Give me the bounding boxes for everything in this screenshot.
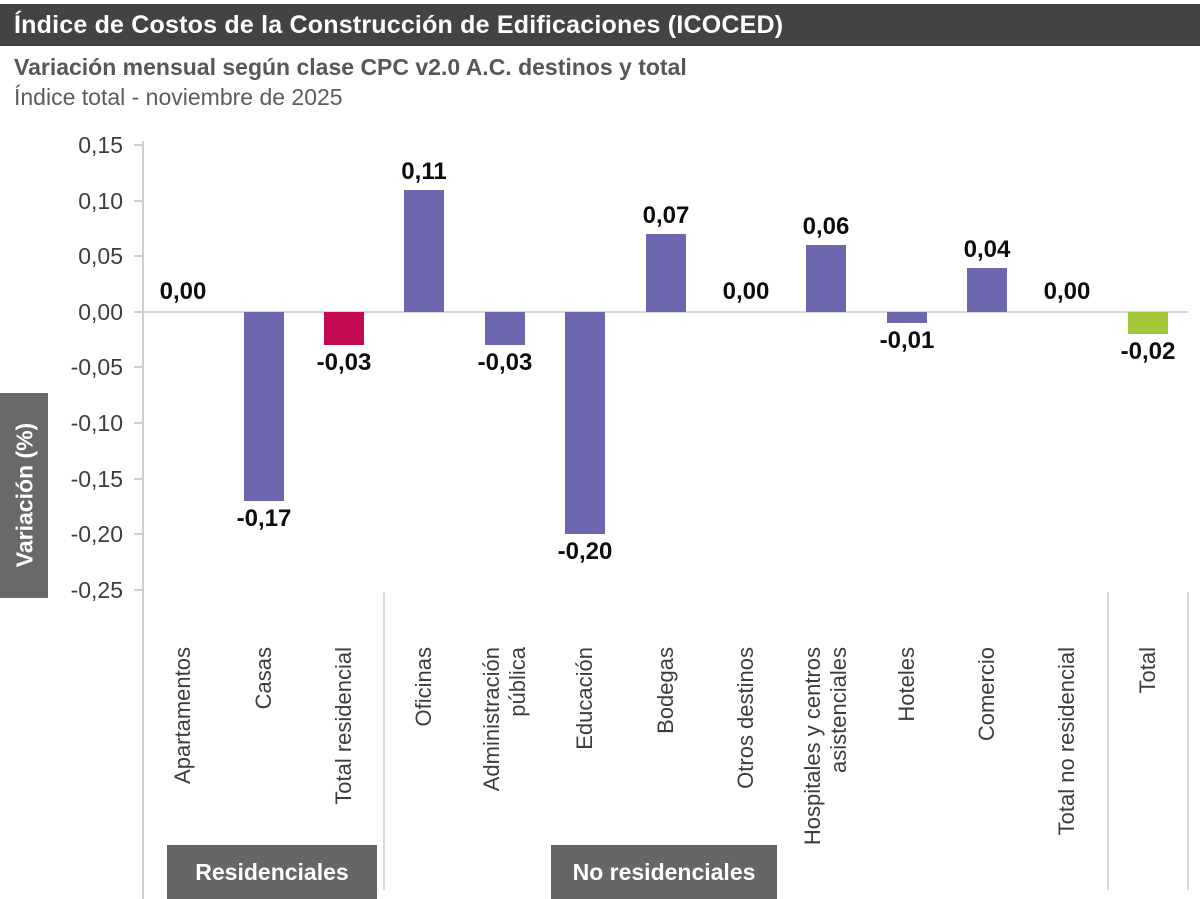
group-divider — [1107, 592, 1109, 890]
y-tick-mark — [134, 422, 143, 424]
bar — [806, 245, 846, 312]
bar-value-label: -0,02 — [1120, 338, 1176, 365]
category-label: Hoteles — [894, 647, 919, 722]
y-tick-label: -0,15 — [70, 466, 123, 492]
bar-value-label: 0,00 — [159, 278, 207, 305]
category-label: Oficinas — [411, 647, 436, 727]
zero-gridline — [143, 311, 1188, 313]
bar-value-label: -0,03 — [477, 349, 533, 376]
y-tick-label: -0,10 — [70, 410, 123, 436]
category-label: Administración pública — [479, 647, 530, 792]
category-label: Comercio — [974, 647, 999, 742]
category-label: Hospitales y centros asistenciales — [800, 647, 851, 846]
bar — [244, 312, 284, 501]
y-tick-label: -0,25 — [70, 577, 123, 603]
bar — [404, 190, 444, 312]
category-label: Total — [1135, 647, 1160, 694]
bar-value-label: -0,01 — [879, 327, 935, 354]
bar-value-label: 0,06 — [802, 213, 850, 240]
y-axis-title-box: Variación (%) — [0, 393, 48, 598]
bar — [887, 312, 927, 323]
y-tick-mark — [134, 589, 143, 591]
group-divider — [1187, 592, 1189, 890]
bar — [967, 268, 1007, 312]
chart-subtitle: Variación mensual según clase CPC v2.0 A… — [14, 54, 687, 80]
group-label: Residenciales — [167, 845, 377, 899]
bar-value-label: 0,04 — [963, 236, 1011, 263]
bar-value-label: -0,03 — [316, 349, 372, 376]
y-tick-label: 0,00 — [78, 299, 123, 325]
y-tick-label: 0,05 — [78, 243, 123, 269]
bar — [485, 312, 525, 345]
bar-value-label: -0,17 — [236, 505, 292, 532]
category-label: Total no residencial — [1054, 647, 1079, 836]
bar-value-label: 0,00 — [722, 278, 770, 305]
bar — [324, 312, 364, 345]
y-tick-mark — [134, 366, 143, 368]
y-tick-mark — [134, 311, 143, 313]
y-axis-line — [142, 141, 144, 899]
y-tick-mark — [134, 533, 143, 535]
y-tick-label: 0,10 — [78, 188, 123, 214]
bar — [1128, 312, 1168, 334]
bar-value-label: -0,20 — [557, 538, 613, 565]
bar — [646, 234, 686, 312]
y-tick-label: -0,20 — [70, 521, 123, 547]
page-header: Índice de Costos de la Construcción de E… — [0, 4, 1200, 46]
y-tick-mark — [134, 255, 143, 257]
bar — [565, 312, 605, 534]
chart-period: Índice total - noviembre de 2025 — [14, 84, 343, 110]
bar-value-label: 0,00 — [1043, 278, 1091, 305]
y-tick-mark — [134, 200, 143, 202]
group-label: No residenciales — [551, 845, 777, 899]
y-tick-label: -0,05 — [70, 354, 123, 380]
y-tick-label: 0,15 — [78, 132, 123, 158]
y-tick-mark — [134, 478, 143, 480]
page-title: Índice de Costos de la Construcción de E… — [14, 10, 784, 39]
y-tick-mark — [134, 144, 143, 146]
bar-value-label: 0,11 — [401, 158, 447, 185]
group-divider — [383, 592, 385, 890]
bar-value-label: 0,07 — [642, 202, 690, 229]
